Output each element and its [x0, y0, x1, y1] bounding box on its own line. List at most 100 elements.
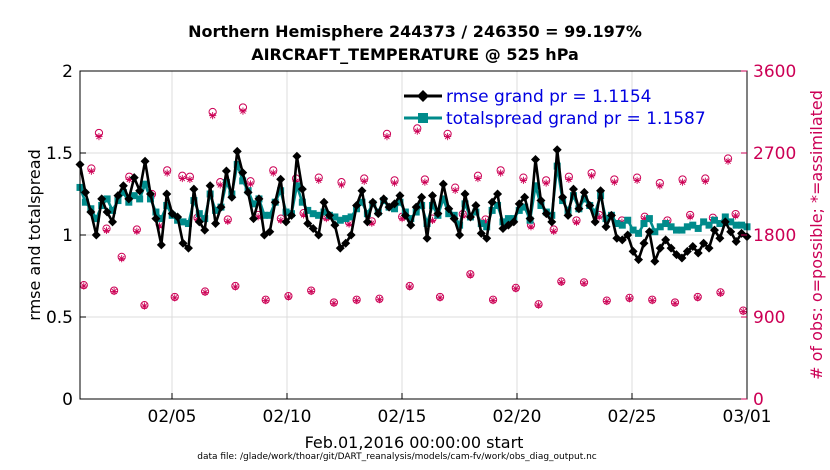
asterisk-stroke — [437, 295, 443, 301]
obs-assimilated-point — [542, 179, 550, 187]
obs-assimilated-point — [95, 133, 103, 141]
rmse-point — [308, 223, 318, 233]
totalspread-point — [157, 215, 165, 223]
asterisk-stroke — [414, 128, 421, 134]
totalspread-point — [103, 195, 111, 203]
totalspread-point — [710, 216, 718, 224]
asterisk-stroke — [187, 176, 193, 183]
rmse-point — [86, 207, 96, 217]
asterisk-stroke — [391, 180, 398, 186]
asterisk-stroke — [543, 180, 549, 186]
rmse-point — [341, 238, 351, 248]
asterisk-stroke — [573, 219, 580, 226]
totalspread-point — [277, 187, 285, 195]
asterisk-stroke — [103, 227, 110, 234]
asterisk-stroke — [331, 300, 337, 307]
rmse-point — [211, 219, 221, 229]
asterisk-stroke — [558, 279, 565, 286]
rmse-point — [368, 197, 378, 207]
y-axis-right-ticks: 0 900 1800 2700 3600 — [741, 62, 796, 410]
chart-title-line2: AIRCRAFT_TEMPERATURE @ 525 hPa — [251, 45, 579, 64]
rmse-point — [205, 181, 215, 191]
obs-assimilated-point — [466, 271, 474, 279]
obs-assimilated-point — [489, 297, 497, 305]
rmse-point — [644, 227, 654, 237]
asterisk-stroke — [687, 213, 693, 220]
rmse-point — [720, 217, 730, 227]
asterisk-stroke — [118, 255, 125, 262]
y-right-tick-label: 3600 — [753, 62, 796, 82]
y-right-tick-label: 900 — [753, 308, 785, 328]
asterisk-stroke — [171, 295, 178, 301]
rmse-point — [444, 204, 454, 214]
totalspread-point — [640, 220, 648, 228]
obs-assimilated-point — [557, 278, 565, 286]
totalspread-point — [179, 218, 187, 226]
rmse-point — [346, 230, 356, 240]
totalspread-point — [569, 192, 577, 200]
obs-assimilated-point — [330, 299, 338, 307]
rmse-point — [91, 230, 101, 240]
data-file-footnote: data file: /glade/work/thoar/git/DART_re… — [197, 452, 597, 462]
asterisk-stroke — [353, 297, 360, 304]
rmse-point — [297, 184, 307, 194]
obs-assimilated-point — [118, 255, 126, 263]
asterisk-stroke — [717, 290, 724, 297]
totalspread-point — [662, 220, 670, 228]
obs-assimilated-point — [87, 167, 95, 175]
rmse-point — [151, 214, 161, 224]
rmse-point — [243, 187, 253, 197]
asterisk-stroke — [429, 217, 436, 224]
rmse-point — [129, 173, 139, 183]
rmse-point — [688, 241, 698, 251]
asterisk-stroke — [520, 177, 527, 184]
asterisk-stroke — [603, 298, 610, 305]
asterisk-stroke — [634, 177, 640, 184]
totalspread-point — [624, 216, 632, 224]
asterisk-stroke — [611, 179, 618, 185]
asterisk-stroke — [535, 302, 542, 308]
totalspread-point — [580, 195, 588, 203]
obs-assimilated-point — [110, 287, 118, 296]
obs-assimilated-point — [512, 285, 520, 293]
totalspread-point — [738, 221, 746, 229]
x-tick-label: 02/20 — [493, 407, 542, 427]
totalspread-point — [445, 210, 453, 218]
rmse-point — [541, 209, 551, 219]
totalspread-point — [391, 205, 399, 213]
asterisk-stroke — [111, 288, 117, 295]
obs-assimilated-point — [610, 178, 618, 186]
asterisk-stroke — [528, 223, 534, 230]
rmse-point — [487, 197, 497, 207]
obs-assimilated-point — [163, 169, 171, 177]
totalspread-point — [532, 182, 540, 190]
rmse-point — [80, 187, 90, 197]
obs-assimilated-point — [315, 176, 323, 184]
totalspread-point — [358, 198, 366, 206]
rmse-point — [265, 227, 275, 237]
rmse-point — [682, 246, 692, 256]
totalspread-point — [483, 223, 491, 231]
obs-assimilated-point — [284, 293, 293, 301]
obs-assimilated-point — [413, 127, 421, 135]
rmse-point — [666, 243, 676, 253]
obs-assimilated-point — [406, 283, 414, 291]
totalspread-point — [81, 198, 89, 206]
totalspread-point — [363, 210, 371, 218]
obs-assimilated-point — [588, 172, 596, 180]
y-left-tick-label: 0 — [62, 390, 73, 410]
rmse-point — [352, 200, 362, 210]
totalspread-point — [266, 211, 274, 219]
totalspread-point — [130, 192, 138, 200]
rmse-point — [390, 199, 400, 209]
rmse-point — [715, 233, 725, 243]
x-axis-label: Feb.01,2016 00:00:00 start — [305, 433, 524, 452]
obs-assimilated-point — [732, 212, 740, 220]
obs-assimilated-point — [383, 133, 391, 141]
totalspread-point — [651, 228, 659, 236]
totalspread-point — [678, 226, 686, 234]
y-right-tick-label: 2700 — [753, 144, 796, 164]
obs-assimilated-point — [421, 178, 429, 186]
asterisk-stroke — [96, 133, 102, 140]
obs-assimilated-point — [519, 176, 528, 184]
